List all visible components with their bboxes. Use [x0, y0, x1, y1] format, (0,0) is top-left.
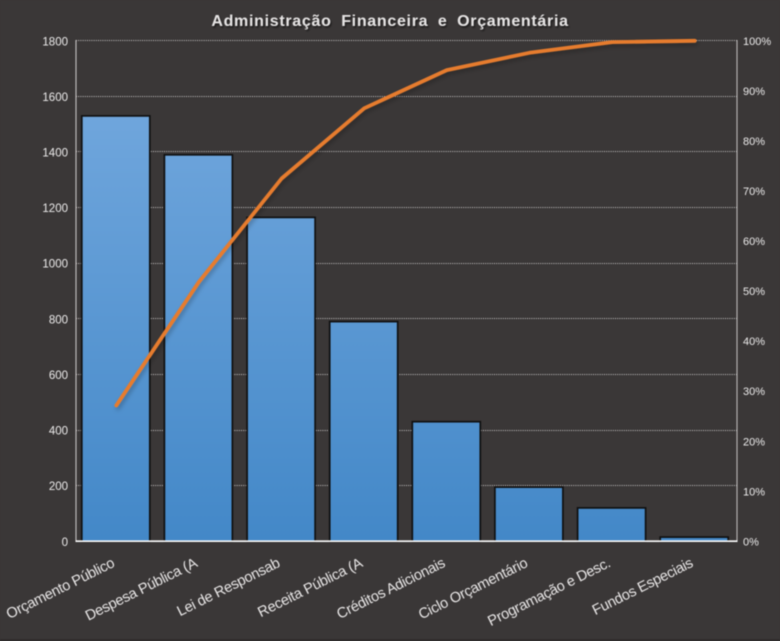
svg-text:1800: 1800 — [42, 36, 68, 48]
svg-text:60%: 60% — [743, 236, 765, 248]
svg-text:1200: 1200 — [42, 203, 68, 215]
svg-text:800: 800 — [49, 314, 68, 326]
svg-text:1000: 1000 — [42, 259, 68, 271]
svg-text:600: 600 — [49, 370, 68, 382]
svg-text:100%: 100% — [743, 36, 771, 48]
svg-text:1600: 1600 — [42, 92, 68, 104]
svg-text:0%: 0% — [743, 536, 759, 548]
svg-text:20%: 20% — [743, 436, 765, 448]
svg-text:50%: 50% — [743, 286, 765, 298]
svg-text:40%: 40% — [743, 336, 765, 348]
svg-text:90%: 90% — [743, 86, 765, 98]
svg-text:30%: 30% — [743, 386, 765, 398]
svg-text:400: 400 — [49, 426, 68, 438]
svg-text:80%: 80% — [743, 136, 765, 148]
svg-text:70%: 70% — [743, 186, 765, 198]
svg-text:200: 200 — [49, 481, 68, 493]
svg-text:10%: 10% — [743, 486, 765, 498]
svg-text:Administração Financeira e Orç: Administração Financeira e Orçamentária — [211, 13, 568, 30]
svg-text:1400: 1400 — [42, 148, 68, 160]
svg-text:0: 0 — [62, 537, 68, 549]
